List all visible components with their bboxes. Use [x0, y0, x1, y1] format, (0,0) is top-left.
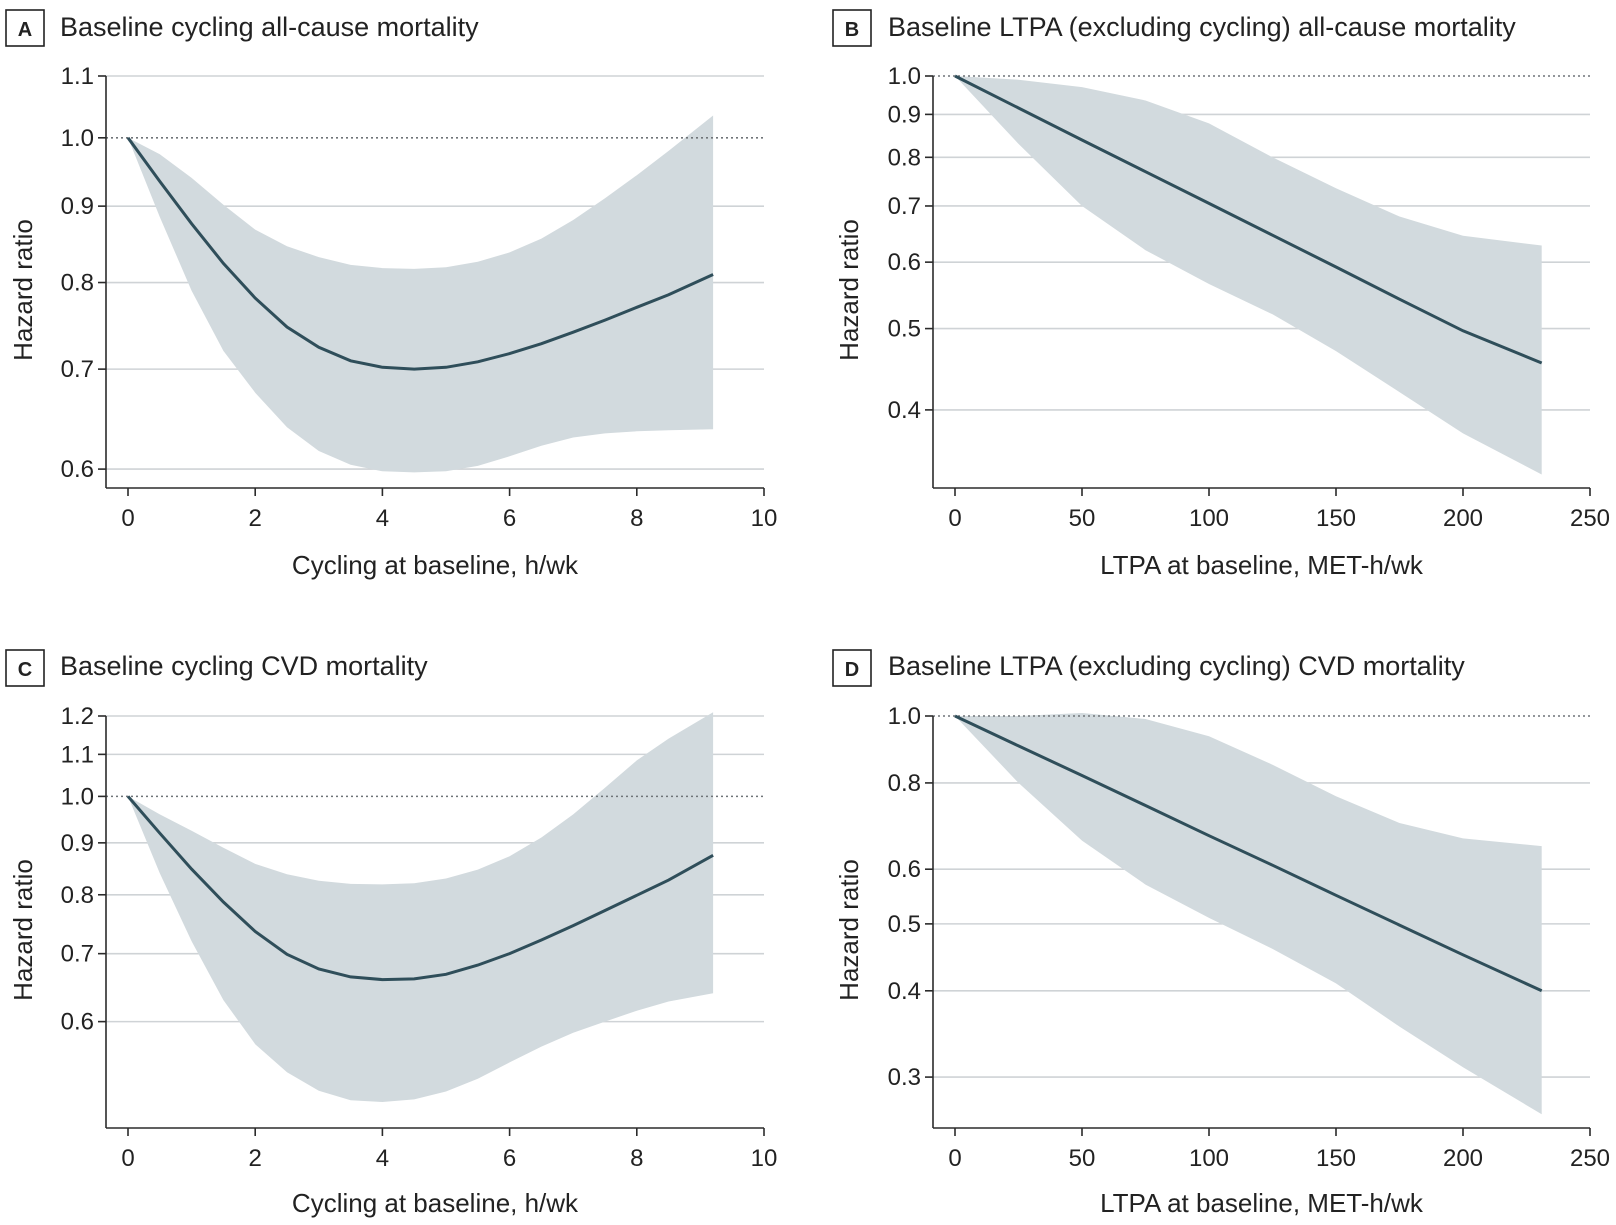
y-tick-label: 1.1	[61, 63, 94, 90]
panel-title: Baseline LTPA (excluding cycling) all-ca…	[888, 12, 1516, 42]
x-tick-label: 0	[948, 1145, 961, 1172]
panel-letter-box	[5, 9, 45, 47]
y-tick-label: 0.8	[888, 144, 921, 171]
y-tick-label: 0.3	[888, 1064, 921, 1091]
x-tick-label: 0	[121, 505, 134, 532]
y-tick-label: 0.9	[888, 101, 921, 128]
hazard-ratio-line	[126, 795, 714, 982]
panel-a: A Baseline cycling all-cause mortality 0.6…	[5, 9, 778, 580]
panel-letter: C	[18, 659, 32, 681]
y-tick-label: 0.6	[888, 856, 921, 883]
y-tick-label: 0.5	[888, 911, 921, 938]
x-tick-label: 150	[1316, 505, 1356, 532]
confidence-band	[128, 712, 714, 1102]
y-tick-label: 0.8	[61, 882, 94, 909]
x-tick-label: 8	[630, 505, 643, 532]
y-tick-label: 0.9	[61, 193, 94, 220]
x-tick-label: 100	[1189, 505, 1229, 532]
y-tick-label: 1.0	[888, 63, 921, 90]
hazard-ratio-line	[954, 714, 1543, 993]
y-tick-label: 0.6	[61, 456, 94, 483]
panel-b: B Baseline LTPA (excluding cycling) all-c…	[832, 9, 1610, 580]
x-tick-label: 4	[376, 1145, 389, 1172]
y-tick-label: 1.0	[888, 703, 921, 730]
x-tick-label: 50	[1069, 1145, 1096, 1172]
y-tick-label: 0.9	[61, 830, 94, 857]
x-tick-label: 6	[503, 1145, 516, 1172]
x-tick-label: 4	[376, 505, 389, 532]
y-tick-label: 0.7	[61, 941, 94, 968]
y-tick-label: 1.1	[61, 741, 94, 768]
y-tick-label: 0.5	[888, 316, 921, 343]
panel-title: Baseline LTPA (excluding cycling) CVD mo…	[888, 651, 1465, 681]
y-tick-label: 0.4	[888, 978, 921, 1005]
x-tick-label: 0	[948, 505, 961, 532]
y-axis-label: Hazard ratio	[8, 859, 38, 1001]
y-axis-label: Hazard ratio	[8, 219, 38, 361]
panel-letter: B	[845, 19, 859, 41]
x-axis-label: Cycling at baseline, h/wk	[292, 550, 579, 580]
x-tick-label: 250	[1570, 505, 1610, 532]
x-tick-label: 2	[249, 505, 262, 532]
panel-d: D Baseline LTPA (excluding cycling) CVD m…	[832, 649, 1610, 1218]
confidence-band	[955, 713, 1542, 1115]
panel-title: Baseline cycling CVD mortality	[60, 651, 428, 681]
y-tick-label: 0.8	[61, 270, 94, 297]
panel-letter: A	[18, 19, 32, 41]
x-tick-label: 200	[1443, 1145, 1483, 1172]
x-axis-label: LTPA at baseline, MET-h/wk	[1100, 550, 1424, 580]
panel-title: Baseline cycling all-cause mortality	[60, 12, 479, 42]
y-tick-label: 1.0	[61, 783, 94, 810]
x-tick-label: 10	[751, 505, 778, 532]
y-tick-label: 1.0	[61, 125, 94, 152]
panel-letter-box	[5, 649, 45, 687]
x-tick-label: 2	[249, 1145, 262, 1172]
panel-c: C Baseline cycling CVD mortality 0.6 0.7 0.8…	[5, 649, 778, 1218]
y-tick-label: 0.7	[888, 193, 921, 220]
x-tick-label: 8	[630, 1145, 643, 1172]
x-tick-label: 0	[121, 1145, 134, 1172]
x-axis-label: LTPA at baseline, MET-h/wk	[1100, 1188, 1424, 1218]
y-tick-label: 0.7	[61, 356, 94, 383]
y-tick-label: 0.8	[888, 770, 921, 797]
hazard-ratio-line	[126, 136, 714, 371]
x-tick-label: 200	[1443, 505, 1483, 532]
panel-letter-box	[832, 649, 872, 687]
x-tick-label: 150	[1316, 1145, 1356, 1172]
x-tick-label: 50	[1069, 505, 1096, 532]
panel-letter-box	[832, 9, 872, 47]
y-tick-label: 0.4	[888, 397, 921, 424]
panel-letter: D	[845, 659, 859, 681]
confidence-band	[128, 115, 714, 473]
x-axis-label: Cycling at baseline, h/wk	[292, 1188, 579, 1218]
y-tick-label: 1.2	[61, 703, 94, 730]
hazard-ratio-line	[954, 74, 1543, 365]
x-tick-label: 250	[1570, 1145, 1610, 1172]
y-axis-label: Hazard ratio	[834, 859, 864, 1001]
y-axis-label: Hazard ratio	[834, 219, 864, 361]
confidence-band	[955, 76, 1542, 475]
x-tick-label: 10	[751, 1145, 778, 1172]
x-tick-label: 6	[503, 505, 516, 532]
x-tick-label: 100	[1189, 1145, 1229, 1172]
y-tick-label: 0.6	[61, 1009, 94, 1036]
y-tick-label: 0.6	[888, 249, 921, 276]
